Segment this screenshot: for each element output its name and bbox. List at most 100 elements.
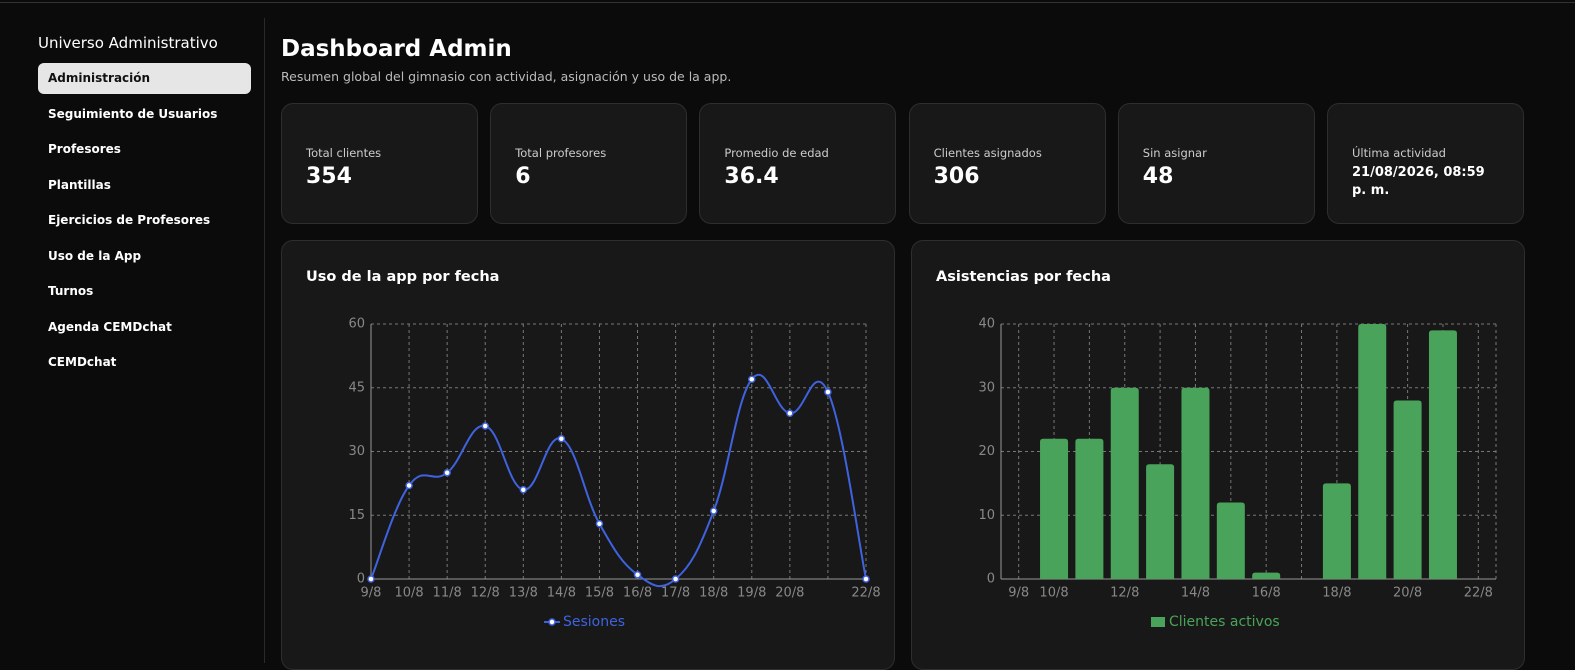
stat-label: Clientes asignados [933, 146, 1042, 160]
chart-title: Asistencias por fecha [936, 269, 1111, 285]
stat-value: 6 [515, 164, 531, 189]
chart-title: Uso de la app por fecha [306, 269, 500, 285]
x-tick-label: 17/8 [661, 586, 690, 601]
legend-swatch [1151, 617, 1165, 627]
nav-item[interactable]: Seguimiento de Usuarios [48, 106, 218, 121]
nav-item[interactable]: Profesores [48, 142, 121, 156]
page-title: Dashboard Admin [281, 36, 512, 62]
point [633, 571, 642, 579]
stat-card: Clientes asignados 306 [908, 103, 1106, 224]
x-tick-label: 13/8 [509, 586, 538, 601]
stat-label: Promedio de edad [724, 146, 829, 160]
y-tick-label: 30 [978, 380, 995, 395]
chart: 0 15 30 45 60 9/8 10/8 11/8 12/8 13/8 14/8 15/8 16/8… [348, 317, 880, 631]
x-tick-label: 18/8 [699, 586, 728, 601]
legend-label: Clientes activos [1169, 614, 1280, 630]
point [748, 375, 756, 383]
stat-value: 354 [306, 164, 352, 189]
x-tick-label: 10/8 [394, 586, 423, 601]
bar [1322, 483, 1351, 579]
bar [1146, 464, 1175, 579]
stat-value: 21/08/2026, 08:59 p. m. [1352, 165, 1485, 198]
stat-value: 48 [1142, 164, 1174, 189]
y-tick-label: 60 [348, 317, 365, 332]
x-tick-label: 14/8 [1181, 586, 1210, 601]
nav-item[interactable]: CEMDchat [48, 355, 117, 369]
stat-value: 36.4 [724, 164, 779, 189]
point [862, 575, 870, 583]
nav-item[interactable]: Plantillas [48, 177, 111, 192]
x-tick-label: 15/8 [585, 586, 614, 601]
x-tick-label: 16/8 [623, 586, 652, 601]
stat-card: Última actividad 21/08/2026, 08:59 p. m. [1327, 103, 1524, 224]
bar [1110, 387, 1139, 579]
line [370, 374, 867, 588]
nav-item[interactable]: Agenda CEMDchat [48, 319, 172, 334]
stat-card: Sin asignar 48 [1117, 103, 1315, 224]
bar [1181, 387, 1210, 579]
point [709, 507, 718, 515]
x-tick-label: 20/8 [775, 586, 804, 601]
stat-card: Promedio de edad 36.4 [699, 103, 897, 224]
point [671, 575, 680, 583]
point [519, 486, 528, 494]
top-border [0, 2, 1575, 3]
x-tick-label: 9/8 [1008, 586, 1029, 601]
point [367, 575, 375, 583]
point [595, 520, 604, 528]
stat-card: Total clientes 354 [281, 103, 478, 224]
x-tick-label: 20/8 [1393, 586, 1422, 601]
bar [1040, 438, 1069, 579]
x-tick-label: 14/8 [547, 586, 576, 601]
y-tick-label: 45 [348, 380, 365, 395]
point [557, 435, 566, 443]
y-tick-label: 30 [348, 444, 365, 459]
legend-swatch-dot [548, 618, 556, 626]
stat-value: 306 [933, 164, 980, 189]
bar [1428, 330, 1457, 579]
point [443, 469, 451, 477]
x-tick-label: 19/8 [737, 586, 766, 601]
x-tick-label: 12/8 [1110, 586, 1139, 601]
x-tick-label: 10/8 [1039, 586, 1068, 601]
bar [1075, 438, 1104, 579]
bar [1393, 400, 1422, 579]
sidebar: Universo Administrativo Administración Se… [0, 18, 265, 663]
nav-item[interactable]: Uso de la App [48, 248, 142, 263]
sidebar-title: Universo Administrativo [38, 34, 218, 52]
y-tick-label: 15 [348, 508, 365, 523]
legend-label: Sesiones [563, 614, 625, 630]
x-tick-label: 11/8 [433, 586, 462, 601]
point [405, 481, 413, 490]
nav-item[interactable]: Administración [38, 63, 251, 94]
point [481, 422, 489, 430]
nav-item[interactable]: Turnos [48, 284, 94, 298]
bar [1358, 324, 1387, 579]
stat-label: Total profesores [515, 146, 607, 160]
bar [1216, 502, 1245, 579]
y-tick-label: 20 [978, 444, 995, 459]
bar [1252, 572, 1281, 579]
chart-card: Uso de la app por fecha 0 15 30 45 60 9/8 10/8 1… [281, 240, 895, 670]
chart: 0 10 20 30 40 9/8 10/8 12/8 14/8 16/8 18/8 20/8 22/8… [978, 317, 1497, 630]
x-tick-label: 12/8 [471, 586, 500, 601]
x-tick-label: 18/8 [1322, 586, 1351, 601]
stat-label: Última actividad [1352, 146, 1446, 160]
stat-card: Total profesores 6 [490, 103, 688, 224]
point [786, 409, 794, 417]
stat-label: Total clientes [306, 146, 382, 160]
x-tick-label: 22/8 [851, 586, 880, 601]
x-tick-label: 9/8 [361, 586, 382, 601]
x-tick-label: 22/8 [1464, 586, 1493, 601]
y-tick-label: 10 [978, 508, 995, 523]
point [824, 388, 832, 396]
nav-item[interactable]: Ejercicios de Profesores [48, 213, 211, 227]
y-tick-label: 0 [357, 572, 365, 587]
y-tick-label: 40 [978, 317, 995, 332]
y-tick-label: 0 [987, 572, 995, 587]
stat-label: Sin asignar [1142, 146, 1207, 160]
x-tick-label: 16/8 [1252, 586, 1281, 601]
page-subtitle: Resumen global del gimnasio con activida… [281, 69, 732, 84]
chart-card: Asistencias por fecha 0 10 20 30 40 9/8 10/8 12/… [911, 240, 1525, 670]
